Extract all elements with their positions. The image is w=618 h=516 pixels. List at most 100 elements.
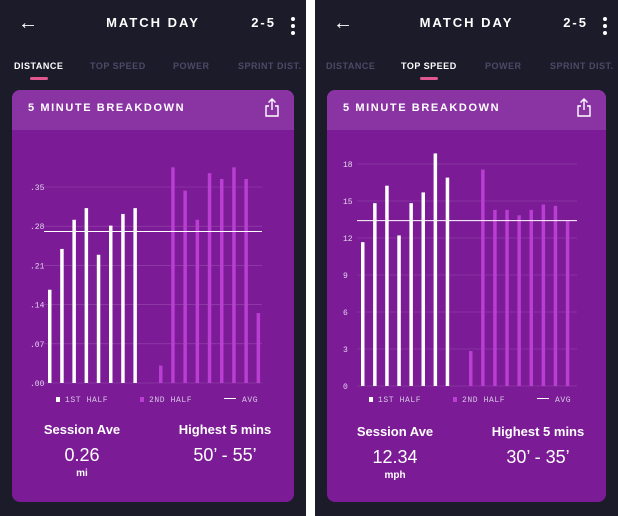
tab-power[interactable]: POWER: [173, 61, 210, 71]
match-score: 2-5: [563, 15, 588, 30]
bar-second-half: [183, 190, 187, 383]
top-speed-screen: ← MATCH DAY 2-5 DISTANCE TOP SPEED POWER…: [315, 0, 618, 516]
share-icon[interactable]: [576, 98, 592, 118]
legend-first-half-label: 1ST HALF: [378, 396, 422, 405]
bar-first-half: [421, 192, 425, 386]
session-average: Session Ave 12.34 mph: [347, 424, 443, 481]
bar-first-half: [385, 185, 389, 386]
bar-second-half: [469, 351, 473, 386]
y-tick-label: 12: [343, 235, 353, 244]
share-icon[interactable]: [264, 98, 280, 118]
bar-second-half: [244, 178, 248, 383]
tab-sprint-distance[interactable]: SPRINT DIST.: [550, 61, 614, 71]
kebab-menu-icon[interactable]: [602, 17, 608, 35]
bar-second-half: [517, 215, 521, 386]
back-arrow-icon[interactable]: ←: [333, 12, 353, 34]
tab-power[interactable]: POWER: [485, 61, 522, 71]
y-tick-label: 15: [343, 198, 353, 207]
tab-top-speed[interactable]: TOP SPEED: [401, 61, 457, 71]
bar-second-half: [565, 220, 570, 386]
bar-second-half: [541, 204, 546, 386]
highest-five-mins-value: 50’ - 55’: [193, 445, 257, 465]
bar-second-half: [171, 167, 175, 383]
chart-legend: 1ST HALF 2ND HALF AVG: [327, 396, 606, 410]
distance-screen: ← MATCH DAY 2-5 DISTANCE TOP SPEED POWER…: [0, 0, 306, 516]
breakdown-card: 5 MINUTE BREAKDOWN .00 .07 .14 .21 .28 .35 1S…: [12, 90, 294, 502]
legend-second-half-label: 2ND HALF: [462, 396, 506, 405]
highest-five-mins-value: 30’ - 35’: [506, 447, 570, 467]
bar-first-half: [445, 177, 450, 386]
highest-five-mins: Highest 5 mins 50’ - 55’: [170, 422, 280, 466]
bar-first-half: [133, 208, 137, 383]
session-average-label: Session Ave: [43, 422, 121, 437]
y-tick-label: .28: [30, 223, 45, 232]
bar-second-half: [481, 169, 485, 386]
y-tick-label: 6: [343, 309, 348, 318]
card-title: 5 MINUTE BREAKDOWN: [343, 102, 501, 114]
bar-second-half: [159, 365, 163, 383]
bar-first-half: [96, 254, 101, 383]
card-header: 5 MINUTE BREAKDOWN: [327, 90, 606, 130]
legend-second-half-label: 2ND HALF: [149, 396, 193, 405]
y-tick-label: .35: [30, 184, 45, 193]
y-tick-label: 3: [343, 346, 348, 355]
y-tick-label: .21: [30, 262, 45, 271]
tab-top-speed[interactable]: TOP SPEED: [90, 61, 146, 71]
session-average-unit: mi: [76, 468, 88, 479]
bar-second-half: [220, 178, 224, 383]
legend-first-half: 1ST HALF: [56, 396, 108, 405]
session-average-value: 0.26: [64, 445, 100, 465]
y-tick-label: 0: [343, 383, 348, 392]
legend-second-half: 2ND HALF: [140, 396, 192, 405]
top-speed-bar-chart: 0 3 6 9 12 15 18: [343, 153, 577, 392]
legend-first-half-label: 1ST HALF: [65, 396, 109, 405]
highest-five-mins-label: Highest 5 mins: [491, 424, 585, 439]
tab-distance[interactable]: DISTANCE: [326, 61, 376, 71]
bar-second-half: [256, 313, 261, 383]
session-average-label: Session Ave: [356, 424, 434, 439]
session-average-value: 12.34: [372, 447, 418, 467]
bar-first-half: [361, 242, 365, 386]
bar-first-half: [109, 225, 113, 383]
legend-avg: AVG: [224, 396, 258, 405]
session-average: Session Ave 0.26 mi: [34, 422, 130, 479]
legend-second-half: 2ND HALF: [453, 396, 505, 405]
bar-first-half: [48, 289, 52, 383]
y-tick-label: .00: [30, 380, 45, 389]
bar-second-half: [529, 209, 533, 386]
app-header: ← MATCH DAY 2-5: [0, 0, 306, 48]
page-title: MATCH DAY: [419, 15, 514, 30]
breakdown-card: 5 MINUTE BREAKDOWN 0 3 6 9 12 15 18 1ST HALF 2…: [327, 90, 606, 502]
session-average-unit: mph: [384, 470, 406, 481]
kebab-menu-icon[interactable]: [290, 17, 296, 35]
bar-first-half: [60, 248, 64, 383]
bar-first-half: [373, 203, 377, 386]
distance-bar-chart: .00 .07 .14 .21 .28 .35: [30, 167, 262, 389]
bar-first-half: [433, 153, 438, 386]
bar-first-half: [397, 235, 401, 386]
page-title: MATCH DAY: [106, 15, 200, 30]
bar-second-half: [232, 167, 236, 383]
metric-tabs: DISTANCE TOP SPEED POWER SPRINT DIST.: [315, 56, 618, 84]
y-tick-label: 9: [343, 272, 348, 281]
bar-first-half: [72, 219, 76, 383]
y-tick-label: .07: [30, 341, 45, 350]
bar-first-half: [409, 203, 413, 386]
card-header: 5 MINUTE BREAKDOWN: [12, 90, 294, 130]
legend-avg-label: AVG: [242, 396, 259, 405]
chart-legend: 1ST HALF 2ND HALF AVG: [12, 396, 294, 410]
legend-avg: AVG: [537, 396, 571, 405]
highest-five-mins-label: Highest 5 mins: [178, 422, 272, 437]
highest-five-mins: Highest 5 mins 30’ - 35’: [483, 424, 593, 468]
bar-first-half: [84, 208, 89, 383]
app-header: ← MATCH DAY 2-5: [315, 0, 618, 48]
tab-distance[interactable]: DISTANCE: [14, 61, 64, 71]
tab-sprint-distance[interactable]: SPRINT DIST.: [238, 61, 302, 71]
metric-tabs: DISTANCE TOP SPEED POWER SPRINT DIST.: [0, 56, 306, 84]
back-arrow-icon[interactable]: ←: [18, 12, 38, 34]
bar-second-half: [493, 209, 497, 386]
legend-avg-label: AVG: [555, 396, 572, 405]
bar-second-half: [195, 219, 200, 383]
match-score: 2-5: [251, 15, 276, 30]
card-title: 5 MINUTE BREAKDOWN: [28, 102, 186, 114]
